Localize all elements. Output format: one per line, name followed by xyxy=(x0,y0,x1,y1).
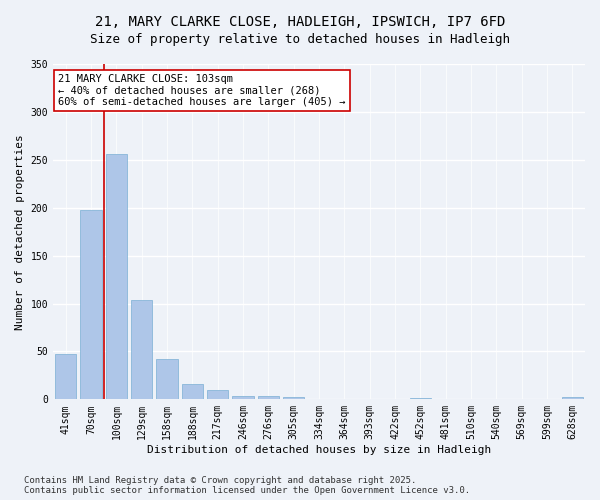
X-axis label: Distribution of detached houses by size in Hadleigh: Distribution of detached houses by size … xyxy=(147,445,491,455)
Bar xyxy=(156,359,178,400)
Text: Contains HM Land Registry data © Crown copyright and database right 2025.
Contai: Contains HM Land Registry data © Crown c… xyxy=(24,476,470,495)
Bar xyxy=(106,154,127,400)
Bar xyxy=(182,384,203,400)
Text: 21, MARY CLARKE CLOSE, HADLEIGH, IPSWICH, IP7 6FD: 21, MARY CLARKE CLOSE, HADLEIGH, IPSWICH… xyxy=(95,15,505,29)
Bar xyxy=(410,398,431,400)
Bar xyxy=(131,300,152,400)
Y-axis label: Number of detached properties: Number of detached properties xyxy=(15,134,25,330)
Bar xyxy=(207,390,229,400)
Text: 21 MARY CLARKE CLOSE: 103sqm
← 40% of detached houses are smaller (268)
60% of s: 21 MARY CLARKE CLOSE: 103sqm ← 40% of de… xyxy=(58,74,346,108)
Bar xyxy=(232,396,254,400)
Bar xyxy=(562,398,583,400)
Text: Size of property relative to detached houses in Hadleigh: Size of property relative to detached ho… xyxy=(90,32,510,46)
Bar xyxy=(80,210,102,400)
Bar xyxy=(55,354,76,400)
Bar xyxy=(257,396,279,400)
Bar xyxy=(283,398,304,400)
